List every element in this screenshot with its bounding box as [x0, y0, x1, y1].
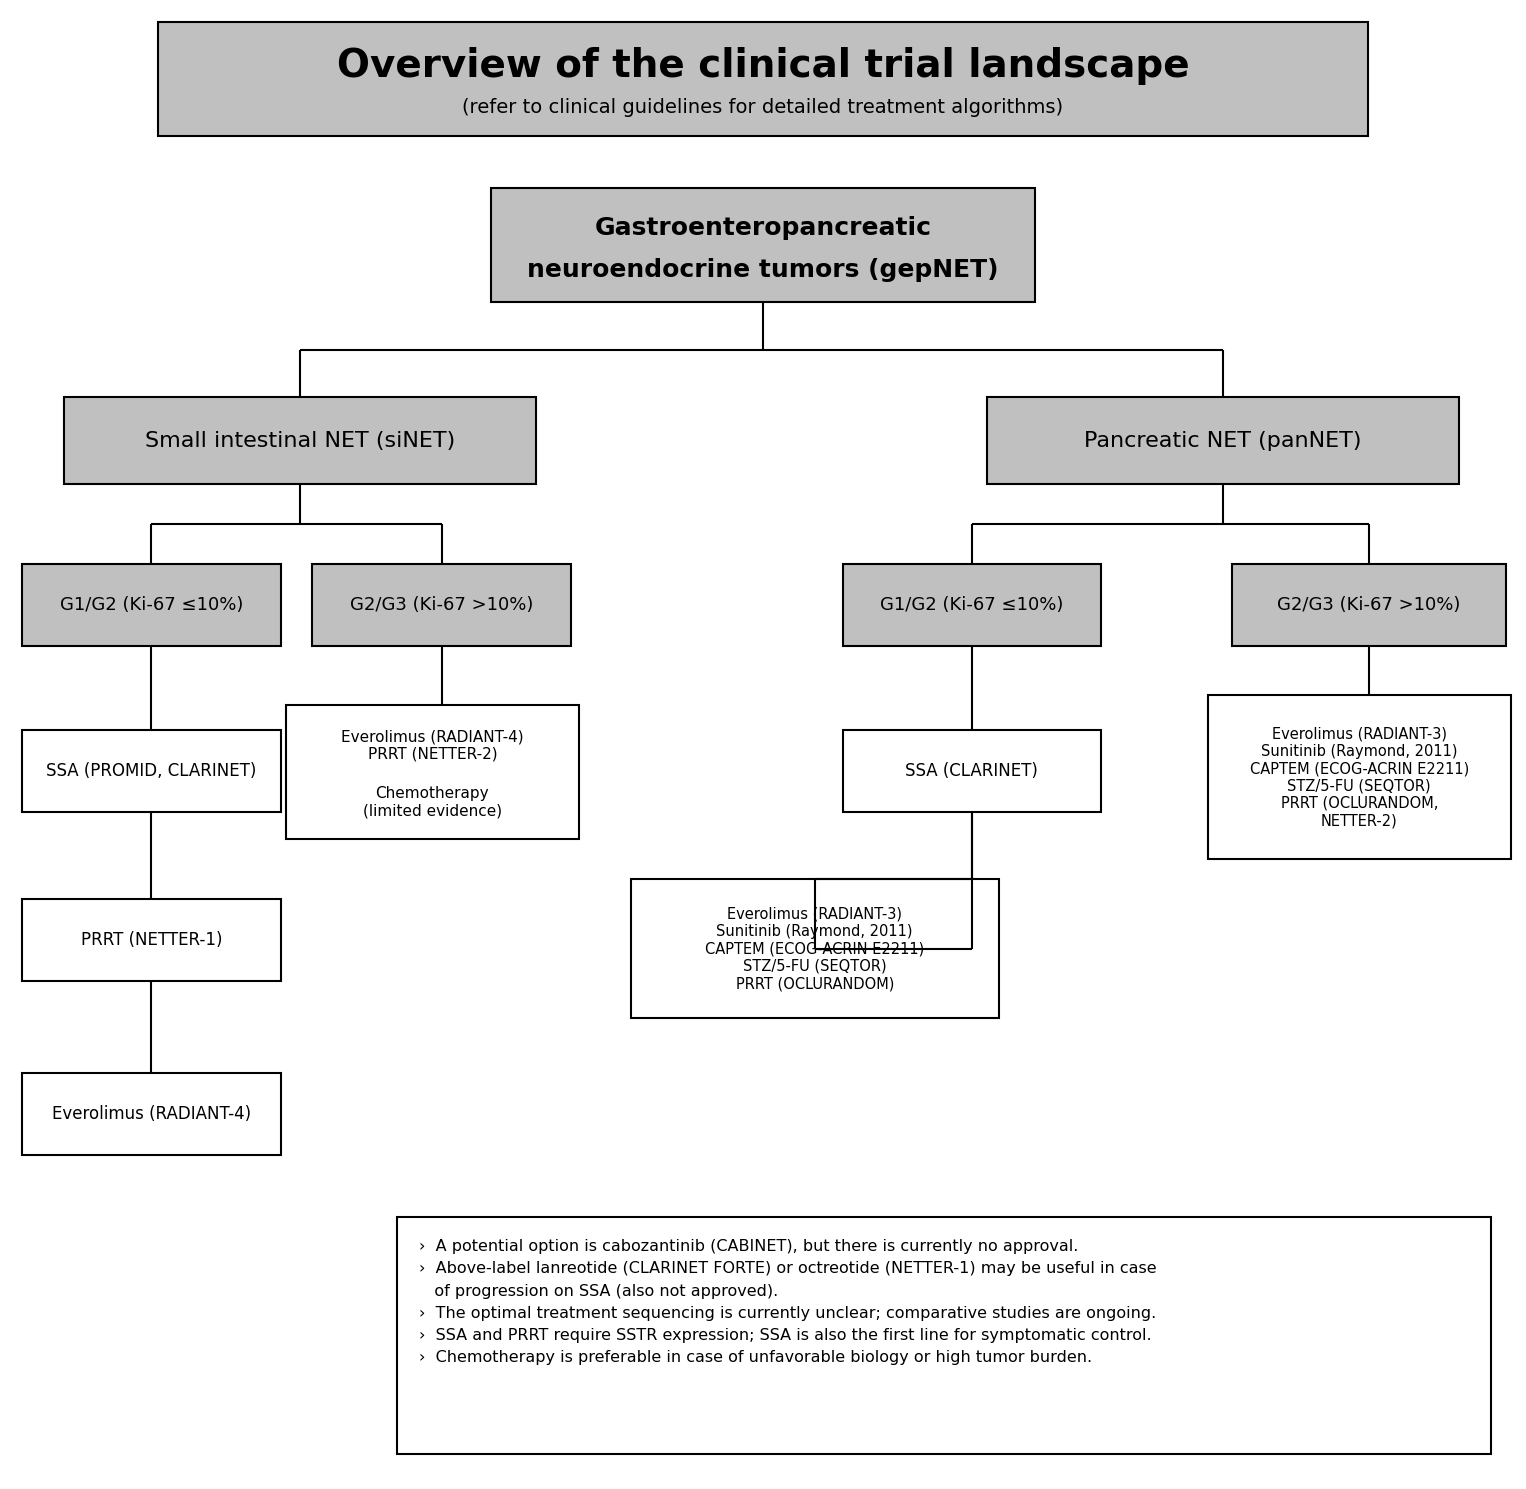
Text: G2/G3 (Ki-67 >10%): G2/G3 (Ki-67 >10%)	[349, 596, 534, 613]
Text: G1/G2 (Ki-67 ≤10%): G1/G2 (Ki-67 ≤10%)	[881, 596, 1064, 613]
FancyBboxPatch shape	[313, 564, 571, 646]
FancyBboxPatch shape	[285, 706, 578, 840]
FancyBboxPatch shape	[21, 730, 281, 812]
Text: neuroendocrine tumors (gepNET): neuroendocrine tumors (gepNET)	[528, 259, 998, 283]
Text: Pancreatic NET (panNET): Pancreatic NET (panNET)	[1085, 430, 1361, 451]
Text: (refer to clinical guidelines for detailed treatment algorithms): (refer to clinical guidelines for detail…	[462, 98, 1064, 118]
Text: ›  A potential option is cabozantinib (CABINET), but there is currently no appro: › A potential option is cabozantinib (CA…	[420, 1239, 1157, 1365]
FancyBboxPatch shape	[21, 899, 281, 981]
Text: G1/G2 (Ki-67 ≤10%): G1/G2 (Ki-67 ≤10%)	[60, 596, 243, 613]
FancyBboxPatch shape	[64, 398, 536, 484]
Text: Everolimus (RADIANT-3)
Sunitinib (Raymond, 2011)
CAPTEM (ECOG-ACRIN E2211)
STZ/5: Everolimus (RADIANT-3) Sunitinib (Raymon…	[705, 907, 925, 992]
Text: SSA (PROMID, CLARINET): SSA (PROMID, CLARINET)	[46, 762, 256, 780]
FancyBboxPatch shape	[21, 564, 281, 646]
Text: Everolimus (RADIANT-4): Everolimus (RADIANT-4)	[52, 1105, 250, 1123]
FancyBboxPatch shape	[491, 188, 1035, 302]
Text: Overview of the clinical trial landscape: Overview of the clinical trial landscape	[337, 46, 1189, 85]
Text: Small intestinal NET (siNET): Small intestinal NET (siNET)	[145, 430, 455, 451]
Text: Everolimus (RADIANT-3)
Sunitinib (Raymond, 2011)
CAPTEM (ECOG-ACRIN E2211)
STZ/5: Everolimus (RADIANT-3) Sunitinib (Raymon…	[1250, 727, 1470, 828]
Text: Everolimus (RADIANT-4)
PRRT (NETTER-2): Everolimus (RADIANT-4) PRRT (NETTER-2)	[340, 730, 523, 762]
FancyBboxPatch shape	[159, 22, 1367, 137]
FancyBboxPatch shape	[1207, 695, 1511, 859]
FancyBboxPatch shape	[987, 398, 1459, 484]
Text: PRRT (NETTER-1): PRRT (NETTER-1)	[81, 931, 223, 948]
FancyBboxPatch shape	[397, 1218, 1491, 1453]
FancyBboxPatch shape	[1233, 564, 1506, 646]
Text: G2/G3 (Ki-67 >10%): G2/G3 (Ki-67 >10%)	[1277, 596, 1460, 613]
Text: SSA (CLARINET): SSA (CLARINET)	[905, 762, 1038, 780]
FancyBboxPatch shape	[842, 564, 1102, 646]
Text: Chemotherapy
(limited evidence): Chemotherapy (limited evidence)	[363, 786, 502, 817]
FancyBboxPatch shape	[21, 1074, 281, 1154]
Text: Gastroenteropancreatic: Gastroenteropancreatic	[595, 216, 931, 240]
FancyBboxPatch shape	[630, 879, 998, 1018]
FancyBboxPatch shape	[842, 730, 1102, 812]
